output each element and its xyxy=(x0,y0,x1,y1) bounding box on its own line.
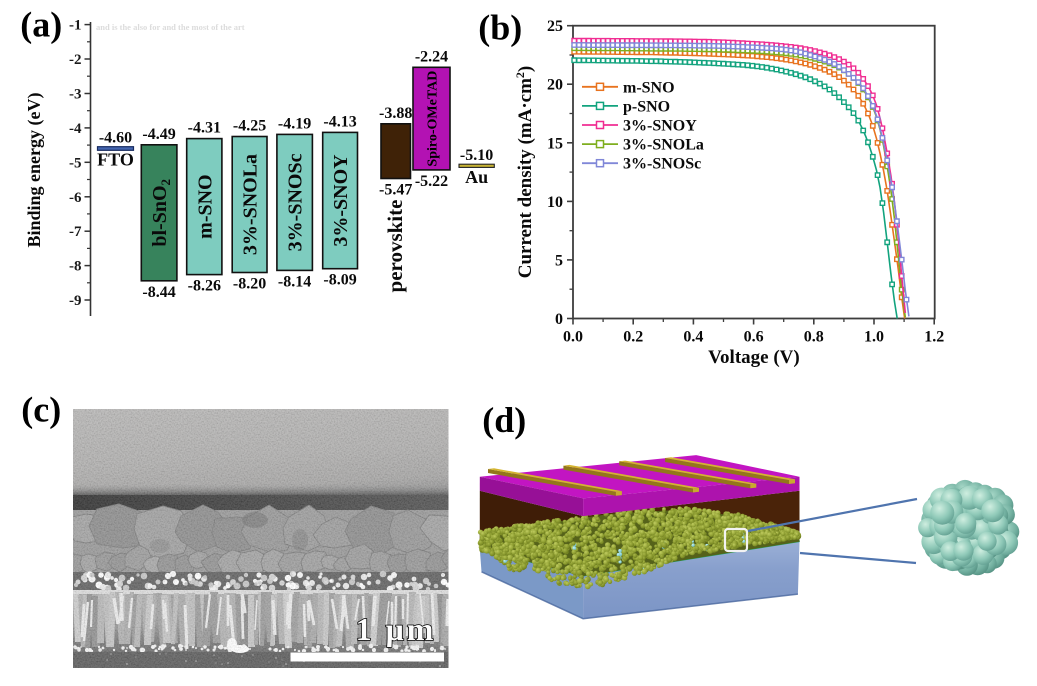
svg-text:Binding energy (eV): Binding energy (eV) xyxy=(24,92,45,247)
svg-text:-3.88: -3.88 xyxy=(379,105,412,122)
svg-text:(a): (a) xyxy=(20,5,62,45)
svg-text:-4.19: -4.19 xyxy=(278,115,311,132)
svg-text:-5.10: -5.10 xyxy=(460,147,493,164)
svg-text:-1: -1 xyxy=(69,18,82,34)
svg-text:Voltage (V): Voltage (V) xyxy=(708,347,800,368)
svg-text:1.0: 1.0 xyxy=(864,329,884,346)
svg-text:10: 10 xyxy=(547,194,563,211)
svg-text:-5: -5 xyxy=(69,155,82,171)
svg-text:-8.09: -8.09 xyxy=(323,272,356,289)
svg-text:1 μm: 1 μm xyxy=(356,611,437,647)
svg-text:3%-SNOY: 3%-SNOY xyxy=(623,118,697,135)
svg-text:-8: -8 xyxy=(69,259,82,275)
svg-text:15: 15 xyxy=(547,135,563,152)
svg-text:1.2: 1.2 xyxy=(924,329,944,346)
svg-text:FTO: FTO xyxy=(97,150,134,170)
svg-text:0.6: 0.6 xyxy=(744,329,764,346)
svg-text:0.8: 0.8 xyxy=(804,329,824,346)
svg-text:p-SNO: p-SNO xyxy=(623,98,670,115)
svg-text:-4.25: -4.25 xyxy=(233,118,266,135)
svg-text:0.0: 0.0 xyxy=(563,329,583,346)
svg-text:bl-SnO2: bl-SnO2 xyxy=(149,179,173,247)
svg-text:-5.47: -5.47 xyxy=(379,182,412,199)
svg-text:3%-SNOSc: 3%-SNOSc xyxy=(285,153,307,251)
svg-text:and is the also for and the mo: and is the also for and the most of the … xyxy=(96,22,245,32)
svg-text:0.4: 0.4 xyxy=(683,329,703,346)
svg-text:-3: -3 xyxy=(69,87,82,103)
svg-text:3%-SNOLa: 3%-SNOLa xyxy=(623,137,704,154)
svg-text:3%-SNOLa: 3%-SNOLa xyxy=(240,154,262,255)
svg-text:20: 20 xyxy=(547,77,563,94)
svg-text:perovskite: perovskite xyxy=(383,200,407,293)
svg-text:-4.49: -4.49 xyxy=(142,126,175,143)
svg-text:m-SNO: m-SNO xyxy=(623,79,675,96)
svg-text:-4.60: -4.60 xyxy=(99,130,132,147)
svg-text:3%-SNOY: 3%-SNOY xyxy=(330,154,352,247)
svg-text:Spiro-OMeTAD: Spiro-OMeTAD xyxy=(426,71,441,167)
svg-text:-4.31: -4.31 xyxy=(188,120,221,137)
svg-text:(b): (b) xyxy=(478,8,522,48)
svg-text:-8.44: -8.44 xyxy=(142,284,175,301)
svg-text:-2.24: -2.24 xyxy=(415,48,448,65)
svg-text:(c): (c) xyxy=(21,389,61,429)
svg-text:25: 25 xyxy=(547,18,563,35)
svg-text:(d): (d) xyxy=(482,400,526,440)
svg-text:Au: Au xyxy=(465,167,488,187)
svg-text:3%-SNOSc: 3%-SNOSc xyxy=(623,156,701,173)
svg-text:-5.22: -5.22 xyxy=(415,173,448,190)
svg-text:-2: -2 xyxy=(69,52,82,68)
svg-text:-7: -7 xyxy=(69,224,82,240)
svg-text:-6: -6 xyxy=(69,190,82,206)
svg-text:5: 5 xyxy=(555,252,563,269)
svg-text:m-SNO: m-SNO xyxy=(194,174,216,238)
svg-text:-4.13: -4.13 xyxy=(323,113,356,130)
svg-text:0: 0 xyxy=(555,311,563,328)
svg-text:-8.26: -8.26 xyxy=(188,278,221,295)
svg-text:-8.14: -8.14 xyxy=(278,273,311,290)
svg-text:-8.20: -8.20 xyxy=(233,276,266,293)
svg-text:Current density (mA·cm2): Current density (mA·cm2) xyxy=(513,66,536,279)
svg-text:-9: -9 xyxy=(69,293,82,309)
svg-text:-4: -4 xyxy=(69,121,82,137)
svg-text:0.2: 0.2 xyxy=(623,329,643,346)
